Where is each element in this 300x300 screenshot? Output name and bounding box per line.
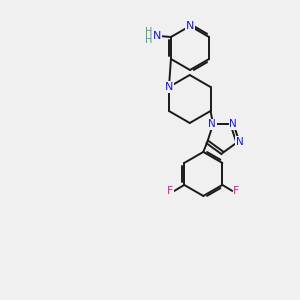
Text: H: H: [145, 27, 153, 37]
Text: N: N: [186, 21, 194, 31]
Text: N: N: [153, 31, 161, 41]
Text: H: H: [145, 35, 153, 45]
Text: N: N: [208, 119, 216, 129]
Text: N: N: [236, 137, 244, 147]
Text: N: N: [229, 119, 237, 129]
Text: F: F: [233, 186, 239, 196]
Text: F: F: [167, 186, 173, 196]
Text: N: N: [165, 82, 173, 92]
